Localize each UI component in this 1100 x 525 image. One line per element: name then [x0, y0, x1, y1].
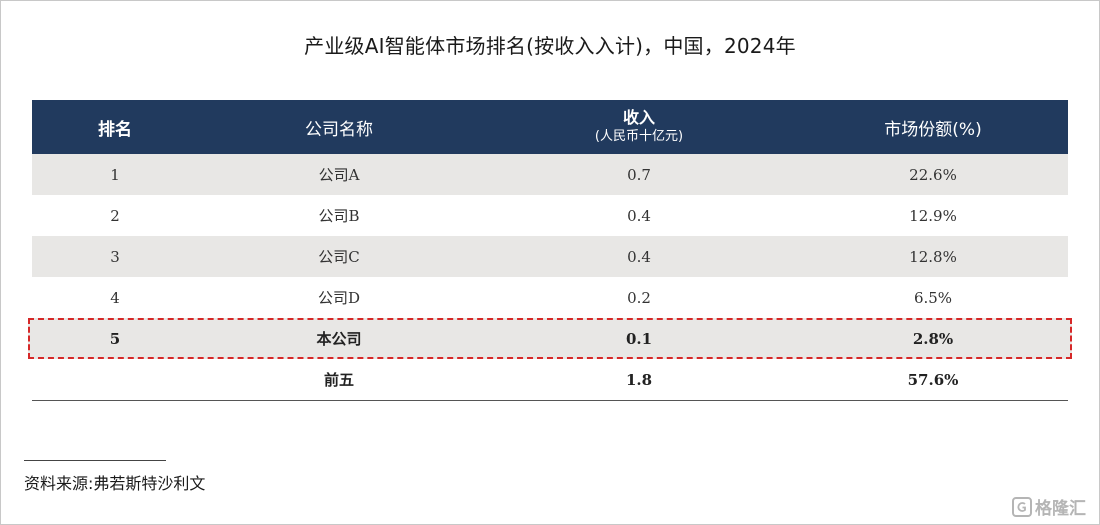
table-row: 4 公司D 0.2 6.5% — [32, 277, 1068, 318]
cell-rank: 3 — [110, 247, 120, 266]
header-company: 公司名称 — [305, 119, 373, 140]
header-revenue-unit: (人民币十亿元) — [594, 129, 684, 144]
table-row: 1 公司A 0.7 22.6% — [32, 154, 1068, 195]
ranking-table: 排名 公司名称 收入 (人民币十亿元) 市场份额(%) 1 公司A 0.7 22… — [28, 100, 1072, 401]
table-header: 排名 公司名称 收入 (人民币十亿元) 市场份额(%) — [32, 100, 1068, 154]
source-divider — [24, 460, 166, 461]
header-share: 市场份额(%) — [884, 119, 982, 140]
highlighted-row: 5 本公司 0.1 2.8% — [28, 318, 1072, 359]
cell-rank: 5 — [109, 329, 121, 348]
header-revenue-label: 收入 — [622, 108, 655, 127]
total-row: 前五 1.8 57.6% — [32, 359, 1068, 401]
total-revenue: 1.8 — [625, 370, 653, 389]
total-label: 前五 — [323, 371, 354, 389]
cell-share: 12.8% — [909, 247, 957, 266]
table-row: 3 公司C 0.4 12.8% — [32, 236, 1068, 277]
header-rank: 排名 — [98, 119, 132, 140]
cell-revenue: 0.4 — [627, 206, 651, 225]
source-note: 资料来源:弗若斯特沙利文 — [24, 474, 206, 493]
cell-company: 公司A — [318, 166, 360, 184]
cell-rank: 1 — [110, 165, 120, 184]
cell-revenue: 0.1 — [625, 329, 653, 348]
watermark-logo-icon — [1012, 496, 1032, 517]
cell-revenue: 0.2 — [627, 288, 651, 307]
cell-company: 公司C — [318, 248, 360, 266]
cell-revenue: 0.7 — [627, 165, 651, 184]
cell-company: 公司B — [318, 207, 360, 225]
table-row: 2 公司B 0.4 12.9% — [32, 195, 1068, 236]
watermark: 格隆汇 — [1012, 494, 1086, 519]
total-share: 57.6% — [907, 370, 959, 389]
cell-rank: 2 — [110, 206, 120, 225]
cell-rank: 4 — [110, 288, 120, 307]
cell-share: 22.6% — [909, 165, 957, 184]
cell-share: 12.9% — [909, 206, 957, 225]
watermark-text: 格隆汇 — [1035, 499, 1086, 519]
cell-company: 公司D — [317, 289, 361, 307]
cell-share: 2.8% — [912, 329, 954, 348]
header-revenue: 收入 (人民币十亿元) — [480, 108, 798, 146]
table-title: 产业级AI智能体市场排名(按收入入计)，中国，2024年 — [304, 34, 796, 58]
cell-share: 6.5% — [913, 288, 953, 307]
cell-revenue: 0.4 — [627, 247, 651, 266]
cell-company: 本公司 — [316, 330, 362, 348]
